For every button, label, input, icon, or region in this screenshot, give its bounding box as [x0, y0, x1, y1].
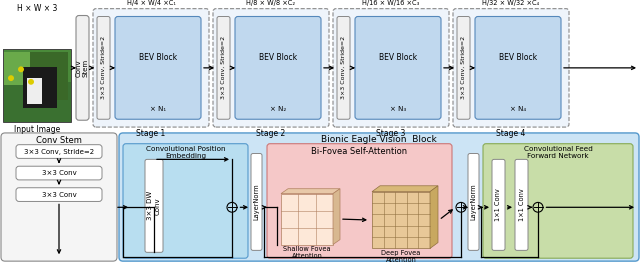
FancyBboxPatch shape — [457, 16, 470, 119]
Polygon shape — [333, 189, 340, 244]
FancyBboxPatch shape — [145, 159, 163, 252]
Text: 3×3 Conv: 3×3 Conv — [42, 192, 76, 197]
Text: BEV Block: BEV Block — [499, 53, 537, 62]
Text: 3×3 Conv: 3×3 Conv — [42, 170, 76, 176]
Text: 3×3 Conv, Stride=2: 3×3 Conv, Stride=2 — [341, 36, 346, 100]
Text: × N₁: × N₁ — [150, 106, 166, 112]
Circle shape — [8, 75, 14, 81]
Text: Conv
Stem: Conv Stem — [76, 59, 89, 77]
Text: Stage 3: Stage 3 — [376, 129, 406, 138]
FancyBboxPatch shape — [267, 144, 452, 258]
FancyBboxPatch shape — [123, 144, 248, 258]
Bar — [3, 49, 71, 122]
Text: Shallow Fovea
Attention: Shallow Fovea Attention — [283, 246, 331, 259]
Text: 1×1 Conv: 1×1 Conv — [518, 188, 525, 221]
Text: 3×3 Conv, Stride=2: 3×3 Conv, Stride=2 — [101, 36, 106, 100]
FancyBboxPatch shape — [97, 16, 110, 119]
Text: × N₃: × N₃ — [390, 106, 406, 112]
Text: 3×3 DW
Conv: 3×3 DW Conv — [147, 191, 161, 220]
Text: H/32 × W/32 ×C₄: H/32 × W/32 ×C₄ — [483, 0, 540, 6]
FancyBboxPatch shape — [76, 16, 89, 120]
Text: Stage 2: Stage 2 — [257, 129, 285, 138]
Text: Convolutional Position
Embedding: Convolutional Position Embedding — [146, 146, 225, 159]
Circle shape — [28, 79, 34, 85]
FancyBboxPatch shape — [16, 145, 102, 158]
Text: × N₄: × N₄ — [510, 106, 526, 112]
Text: Input Image: Input Image — [14, 125, 60, 134]
FancyBboxPatch shape — [468, 153, 479, 250]
Text: LayerNorm: LayerNorm — [253, 184, 259, 220]
Bar — [24, 67, 58, 107]
Bar — [281, 194, 333, 244]
FancyBboxPatch shape — [16, 188, 102, 201]
Text: Stage 4: Stage 4 — [496, 129, 525, 138]
Circle shape — [18, 67, 24, 72]
Text: H × W × 3: H × W × 3 — [17, 4, 57, 13]
FancyBboxPatch shape — [213, 9, 329, 127]
Text: H/8 × W/8 ×C₂: H/8 × W/8 ×C₂ — [246, 0, 296, 6]
Bar — [3, 53, 34, 86]
Polygon shape — [430, 186, 438, 248]
Polygon shape — [372, 186, 438, 192]
FancyBboxPatch shape — [515, 159, 528, 250]
Bar — [28, 78, 42, 104]
Polygon shape — [281, 189, 340, 194]
FancyBboxPatch shape — [453, 9, 569, 127]
Text: BEV Block: BEV Block — [379, 53, 417, 62]
Text: Bionic Eagle Vision  Block: Bionic Eagle Vision Block — [321, 135, 437, 144]
Text: BEV Block: BEV Block — [259, 53, 297, 62]
Bar — [3, 82, 71, 122]
Text: H/16 × W/16 ×C₃: H/16 × W/16 ×C₃ — [362, 0, 420, 6]
Text: Bi-Fovea Self-Attention: Bi-Fovea Self-Attention — [312, 147, 408, 156]
Bar — [3, 49, 71, 122]
Text: LayerNorm: LayerNorm — [470, 184, 477, 220]
FancyBboxPatch shape — [483, 144, 633, 258]
FancyBboxPatch shape — [115, 16, 201, 119]
FancyBboxPatch shape — [492, 159, 505, 250]
FancyBboxPatch shape — [217, 16, 230, 119]
Text: 3×3 Conv, Stride=2: 3×3 Conv, Stride=2 — [221, 36, 226, 100]
Text: Convolutional Feed
Forward Network: Convolutional Feed Forward Network — [524, 146, 593, 159]
Text: Conv Stem: Conv Stem — [36, 136, 82, 145]
FancyBboxPatch shape — [251, 153, 262, 250]
Text: × N₂: × N₂ — [270, 106, 286, 112]
Text: H/4 × W/4 ×C₁: H/4 × W/4 ×C₁ — [127, 0, 175, 6]
Text: 3×3 Conv, Stride=2: 3×3 Conv, Stride=2 — [24, 149, 94, 154]
Text: Stage 1: Stage 1 — [136, 129, 166, 138]
FancyBboxPatch shape — [475, 16, 561, 119]
FancyBboxPatch shape — [93, 9, 209, 127]
FancyBboxPatch shape — [16, 166, 102, 180]
Bar — [372, 192, 430, 248]
Text: 1×1 Conv: 1×1 Conv — [495, 188, 502, 221]
FancyBboxPatch shape — [119, 133, 639, 261]
FancyBboxPatch shape — [235, 16, 321, 119]
Text: BEV Block: BEV Block — [139, 53, 177, 62]
FancyBboxPatch shape — [333, 9, 449, 127]
FancyBboxPatch shape — [355, 16, 441, 119]
FancyBboxPatch shape — [337, 16, 350, 119]
Text: 3×3 Conv, Stride=2: 3×3 Conv, Stride=2 — [461, 36, 466, 100]
Bar — [30, 53, 68, 100]
FancyBboxPatch shape — [1, 133, 117, 261]
Text: Deep Fovea
Attention: Deep Fovea Attention — [381, 250, 420, 263]
